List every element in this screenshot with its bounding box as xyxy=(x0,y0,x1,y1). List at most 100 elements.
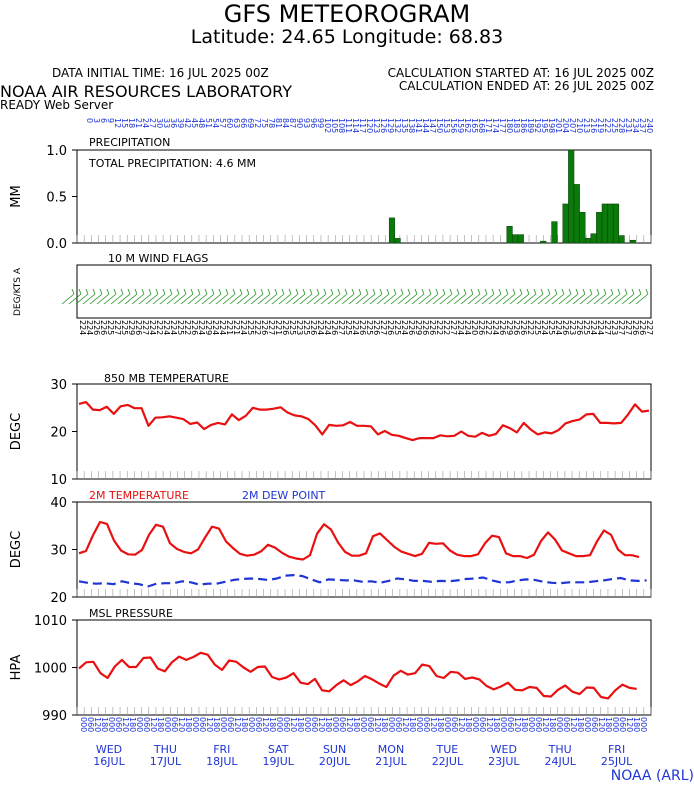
hour-tick-label: 000 xyxy=(79,717,88,732)
wind-barb-flag xyxy=(211,288,215,295)
wind-barb-flag xyxy=(561,288,565,295)
hour-tick-label: 180 xyxy=(520,717,529,732)
wind-barb xyxy=(138,293,152,305)
dewpoint-line xyxy=(78,573,647,588)
wind-direction-label: 226 xyxy=(134,320,143,335)
forecast-hour-label: 123 xyxy=(372,118,381,133)
hour-tick-label: 060 xyxy=(338,717,347,732)
forecast-hour-label: 78 xyxy=(267,118,276,128)
forecast-hour-label: 96 xyxy=(309,118,318,128)
wind-barb-flag xyxy=(456,288,460,295)
precip-bar xyxy=(517,234,524,244)
forecast-hour-label: 153 xyxy=(442,118,451,133)
wind-barb-flag xyxy=(351,288,355,295)
wind-barb xyxy=(166,293,180,305)
wind-direction-label: 224 xyxy=(169,320,178,335)
wind-barb xyxy=(516,293,530,305)
wind-barb-flag xyxy=(232,288,236,295)
forecast-hour-label: 117 xyxy=(358,118,367,133)
forecast-hour-label: 54 xyxy=(211,118,220,128)
wind-barb xyxy=(558,293,572,305)
wind-direction-label: 227 xyxy=(267,320,276,335)
forecast-hour-label: 75 xyxy=(260,118,269,128)
hour-tick-label: 120 xyxy=(429,717,438,732)
day-date-label: 24JUL xyxy=(544,755,576,768)
forecast-hour-label: 132 xyxy=(393,118,402,133)
wind-barb-flag xyxy=(582,288,586,295)
precip-y-label: MM xyxy=(9,185,24,207)
hour-tick-label: 120 xyxy=(93,717,102,732)
wind-barb-flag xyxy=(260,288,264,295)
wind-direction-label: 229 xyxy=(414,320,423,335)
wind-barb-flag xyxy=(323,288,327,295)
hour-tick-label: 000 xyxy=(247,717,256,732)
day-date-label: 19JUL xyxy=(262,755,294,768)
data-initial-time: DATA INITIAL TIME: 16 JUL 2025 00Z xyxy=(52,66,269,80)
wind-direction-label: 226 xyxy=(421,320,430,335)
wind-barb-flag xyxy=(435,288,439,295)
forecast-hour-label: 9 xyxy=(106,118,115,123)
pressure-line xyxy=(78,651,637,700)
wind-barb xyxy=(278,293,292,305)
wind-barb-flag xyxy=(267,288,271,295)
wind-barb xyxy=(110,293,124,305)
wind-direction-label: 222 xyxy=(526,320,535,335)
wind-barb-flag xyxy=(631,288,635,295)
wind-direction-label: 227 xyxy=(645,320,654,335)
forecast-hour-label: 18 xyxy=(127,118,136,128)
wind-direction-label: 224 xyxy=(85,320,94,335)
wind-barb-flag xyxy=(134,288,138,295)
wind-barb xyxy=(215,293,229,305)
wind-barb xyxy=(348,293,362,305)
wind-direction-label: 222 xyxy=(253,320,262,335)
wind-direction-label: 225 xyxy=(302,320,311,335)
hour-tick-label: 120 xyxy=(289,717,298,732)
hour-tick-label: 000 xyxy=(331,717,340,732)
wind-barb-flag xyxy=(505,288,509,295)
forecast-hour-label: 57 xyxy=(218,118,227,128)
wind-direction-label: 226 xyxy=(561,320,570,335)
forecast-hour-label: 222 xyxy=(603,118,612,133)
forecast-hour-label: 174 xyxy=(491,118,500,133)
hour-tick-label: 120 xyxy=(513,717,522,732)
hour-tick-label: 120 xyxy=(485,717,494,732)
wind-barb xyxy=(187,293,201,305)
forecast-hour-label: 216 xyxy=(589,118,598,133)
wind-direction-label: 227 xyxy=(141,320,150,335)
precip-bar xyxy=(540,240,547,244)
hour-tick-label: 120 xyxy=(205,717,214,732)
forecast-hour-label: 219 xyxy=(596,118,605,133)
wind-direction-label: 227 xyxy=(603,320,612,335)
wind-barb xyxy=(313,293,327,305)
wind-direction-label: 227 xyxy=(337,320,346,335)
wind-barb xyxy=(397,293,411,305)
precip-bar xyxy=(388,217,396,244)
forecast-hour-label: 192 xyxy=(533,118,542,133)
wind-direction-label: 222 xyxy=(435,320,444,335)
wind-barb-flag xyxy=(204,288,208,295)
forecast-hour-label: 210 xyxy=(575,118,584,133)
wind-barb-flag xyxy=(519,288,523,295)
hour-tick-label: 060 xyxy=(310,717,319,732)
temp2m-y-label: DEGC xyxy=(9,531,24,568)
forecast-hour-label: 81 xyxy=(274,118,283,128)
forecast-hour-label: 162 xyxy=(463,118,472,133)
wind-barb-flag xyxy=(414,288,418,295)
wind-barb xyxy=(537,293,551,305)
hour-tick-label: 060 xyxy=(198,717,207,732)
wind-direction-label: 224 xyxy=(148,320,157,335)
wind-barb-flag xyxy=(596,288,600,295)
wind-barb xyxy=(544,293,558,305)
wind-direction-label: 226 xyxy=(330,320,339,335)
wind-barb-flag xyxy=(463,288,467,295)
wind-barb-flag xyxy=(288,288,292,295)
wind-direction-label: 227 xyxy=(449,320,458,335)
wind-direction-label: 226 xyxy=(260,320,269,335)
hour-tick-label: 060 xyxy=(142,717,151,732)
wind-barb-flag xyxy=(372,288,376,295)
wind-direction-label: 224 xyxy=(589,320,598,335)
wind-barb-flag xyxy=(568,288,572,295)
wind-barb-flag xyxy=(99,288,103,295)
forecast-hour-label: 120 xyxy=(365,118,374,133)
credit-label: NOAA (ARL) xyxy=(610,768,694,784)
